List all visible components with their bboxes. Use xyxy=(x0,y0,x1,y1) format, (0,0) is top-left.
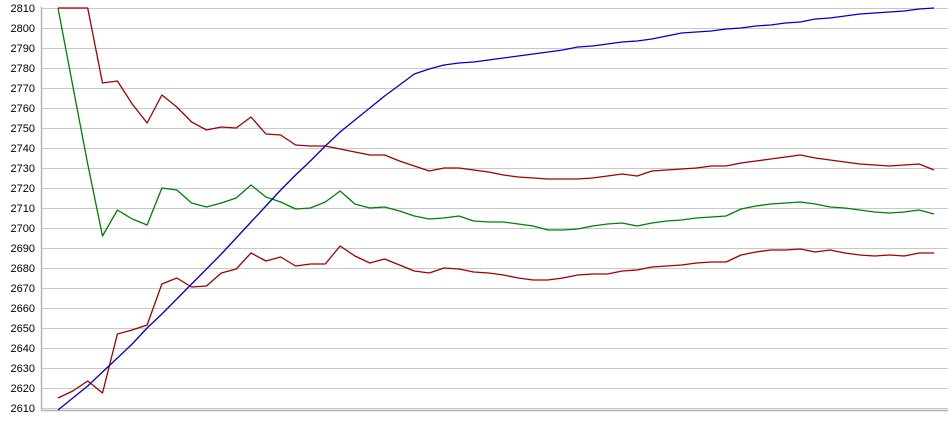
y-axis-tick-label: 2800 xyxy=(11,23,35,35)
y-axis-tick-label: 2790 xyxy=(11,43,35,55)
y-axis-tick-label: 2730 xyxy=(11,163,35,175)
data-series xyxy=(57,7,935,411)
gridlines xyxy=(41,8,948,409)
y-axis-tick-label: 2680 xyxy=(11,263,35,275)
y-axis-tick-label: 2750 xyxy=(11,123,35,135)
axes xyxy=(40,7,948,412)
y-axis-tick-label: 2630 xyxy=(11,363,35,375)
y-axis-tick-label: 2650 xyxy=(11,323,35,335)
y-axis-tick-label: 2710 xyxy=(11,203,35,215)
y-axis-tick-label: 2720 xyxy=(11,183,35,195)
y-axis-tick-label: 2780 xyxy=(11,63,35,75)
y-axis-tick-label: 2690 xyxy=(11,243,35,255)
y-axis-tick-label: 2700 xyxy=(11,223,35,235)
y-axis-tick-label: 2620 xyxy=(11,383,35,395)
series-green-line xyxy=(57,7,935,237)
y-axis-tick-label: 2660 xyxy=(11,303,35,315)
series-red-upper-line xyxy=(58,7,935,180)
y-axis-tick-label: 2670 xyxy=(11,283,35,295)
y-axis-tick-label: 2610 xyxy=(11,403,35,415)
y-axis-tick-label: 2760 xyxy=(11,103,35,115)
series-red-lower-line xyxy=(57,245,934,399)
y-axis-tick-label: 2640 xyxy=(11,343,35,355)
y-axis-tick-label: 2740 xyxy=(11,143,35,155)
series-blue-line xyxy=(57,7,935,411)
y-axis-tick-label: 2770 xyxy=(11,83,35,95)
y-axis-labels: 2810 2800 2790 2780 2770 2760 2750 2740 2730 2720… xyxy=(11,3,35,415)
y-axis-tick-label: 2810 xyxy=(11,3,35,15)
